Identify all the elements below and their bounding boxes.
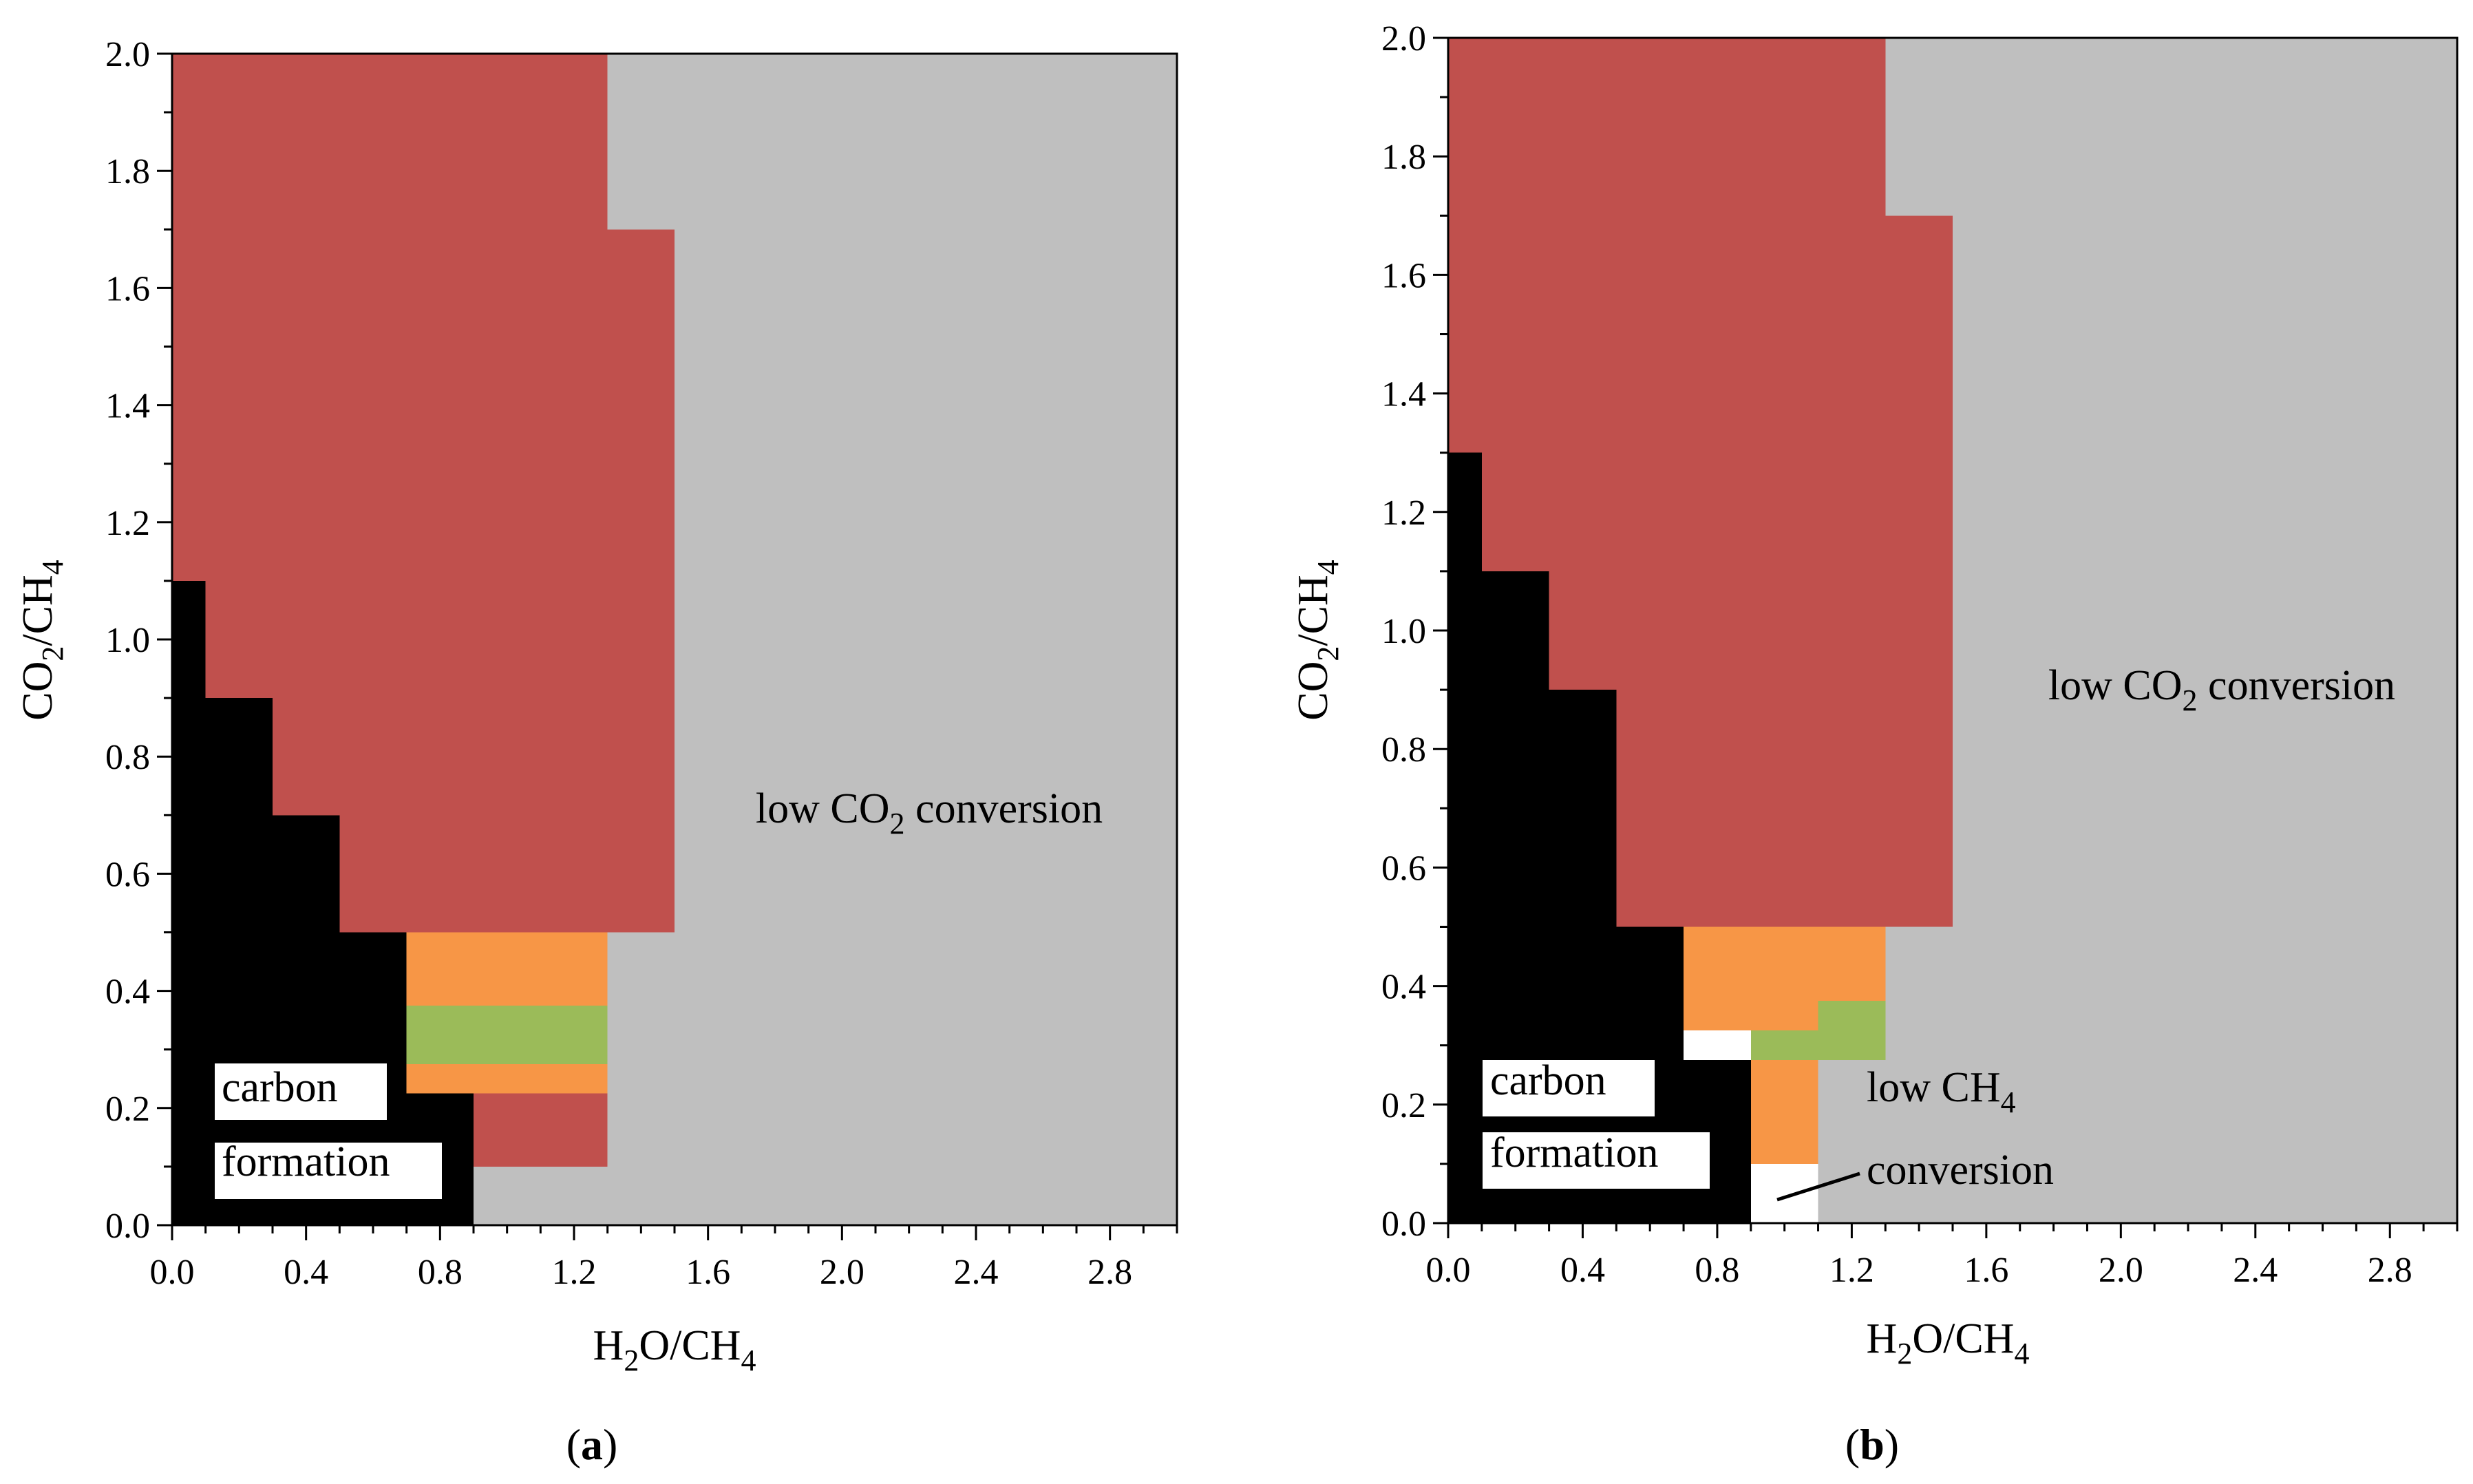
low-co2-label: low CO2 conversion (2048, 662, 2395, 717)
low-ch4-conversion-label: conversion (1867, 1147, 2054, 1194)
carbon-label-box (215, 1063, 387, 1120)
region-green (1818, 1001, 1886, 1061)
y-tick-label: 0.0 (105, 1207, 150, 1246)
y-tick-label: 1.4 (1381, 375, 1426, 414)
y-axis-label: CO2/CH4 (14, 560, 70, 721)
low-ch4-label: low CH4 (1867, 1064, 2016, 1119)
panel-b: 0.0 0.4 0.8 1.2 1.6 2.0 2.4 2.8 0.0 0.2 0.4 0.6 0.8 1… (1290, 19, 2459, 1469)
y-tick-label: 0.8 (105, 738, 150, 777)
formation-label: formation (1490, 1130, 1659, 1176)
region-black (172, 580, 206, 1225)
y-tick-label: 1.8 (105, 152, 150, 191)
y-tick-label: 1.4 (105, 387, 150, 426)
x-tick-label: 1.2 (552, 1253, 597, 1292)
region-red (1885, 215, 1953, 927)
y-tick-label: 0.2 (105, 1090, 150, 1129)
x-tick-label: 0.0 (1426, 1251, 1471, 1290)
low-ch4-pointer (1776, 1172, 1860, 1202)
x-tick-label: 0.8 (418, 1253, 463, 1292)
y-tick-label: 1.2 (105, 504, 150, 543)
region-black (1481, 571, 1549, 1223)
formation-label-box (1483, 1132, 1710, 1189)
carbon-label: carbon (1490, 1057, 1606, 1104)
region-black (205, 698, 273, 1225)
x-tick-label: 2.8 (1087, 1253, 1132, 1292)
y-tick-label: 1.2 (1381, 494, 1426, 533)
y-axis-label: CO2/CH4 (1290, 560, 1345, 721)
y-tick-label: 0.6 (105, 855, 150, 894)
y-tick-label: 0.8 (1381, 730, 1426, 770)
x-tick-label: 2.0 (820, 1253, 864, 1292)
x-tick-label: 1.6 (1964, 1251, 2008, 1290)
region-orange (406, 932, 608, 1006)
y-tick-label: 0.6 (1381, 849, 1426, 888)
y-tick-label: 1.0 (1381, 612, 1426, 651)
x-tick-label: 2.0 (2099, 1251, 2143, 1290)
carbon-label: carbon (222, 1064, 338, 1111)
x-tick-label: 0.8 (1695, 1251, 1739, 1290)
region-orange (1750, 1060, 1818, 1164)
y-tick-label: 0.4 (1381, 968, 1426, 1007)
region-orange (1684, 926, 1886, 1001)
y-tick-label: 1.8 (1381, 138, 1426, 177)
region-orange (1684, 1001, 1818, 1031)
y-tick-label: 0.2 (1381, 1086, 1426, 1125)
y-tick-label: 0.0 (1381, 1205, 1426, 1244)
y-tick-label: 2.0 (1381, 19, 1426, 59)
y-tick-label: 1.0 (105, 621, 150, 660)
region-orange (406, 1063, 608, 1094)
formation-label: formation (222, 1138, 390, 1185)
carbon-label-box (1483, 1060, 1655, 1116)
panel-label: (a) (566, 1420, 618, 1469)
region-white (1684, 1030, 1751, 1061)
x-tick-label: 0.4 (1560, 1251, 1605, 1290)
x-tick-label: 2.4 (2233, 1251, 2278, 1290)
x-tick-label: 2.4 (954, 1253, 999, 1292)
region-green (1750, 1030, 1818, 1061)
region-green (406, 1005, 608, 1064)
x-tick-label: 1.6 (686, 1253, 730, 1292)
formation-label-box (215, 1143, 442, 1199)
region-red (607, 229, 675, 933)
y-tick-label: 1.6 (105, 269, 150, 308)
y-tick-label: 0.4 (105, 973, 150, 1012)
x-tick-label: 0.4 (284, 1253, 328, 1292)
y-tick-label: 1.6 (1381, 256, 1426, 295)
region-red (474, 1093, 608, 1167)
x-tick-label: 2.8 (2368, 1251, 2412, 1290)
panel-a: 0.0 0.4 0.8 1.2 1.6 2.0 2.4 2.8 0.0 0.2 0.4 0.6 0.8 1… (14, 35, 1178, 1469)
y-tick-label: 2.0 (105, 35, 150, 74)
region-white (1750, 1163, 1818, 1223)
x-tick-label: 1.2 (1829, 1251, 1874, 1290)
low-co2-label: low CO2 conversion (756, 785, 1103, 840)
x-tick-label: 0.0 (150, 1253, 195, 1292)
panel-label: (b) (1845, 1420, 1899, 1469)
region-black (1448, 452, 1482, 1224)
x-axis-label: H2O/CH4 (1867, 1315, 2030, 1370)
x-axis-label: H2O/CH4 (593, 1322, 756, 1377)
